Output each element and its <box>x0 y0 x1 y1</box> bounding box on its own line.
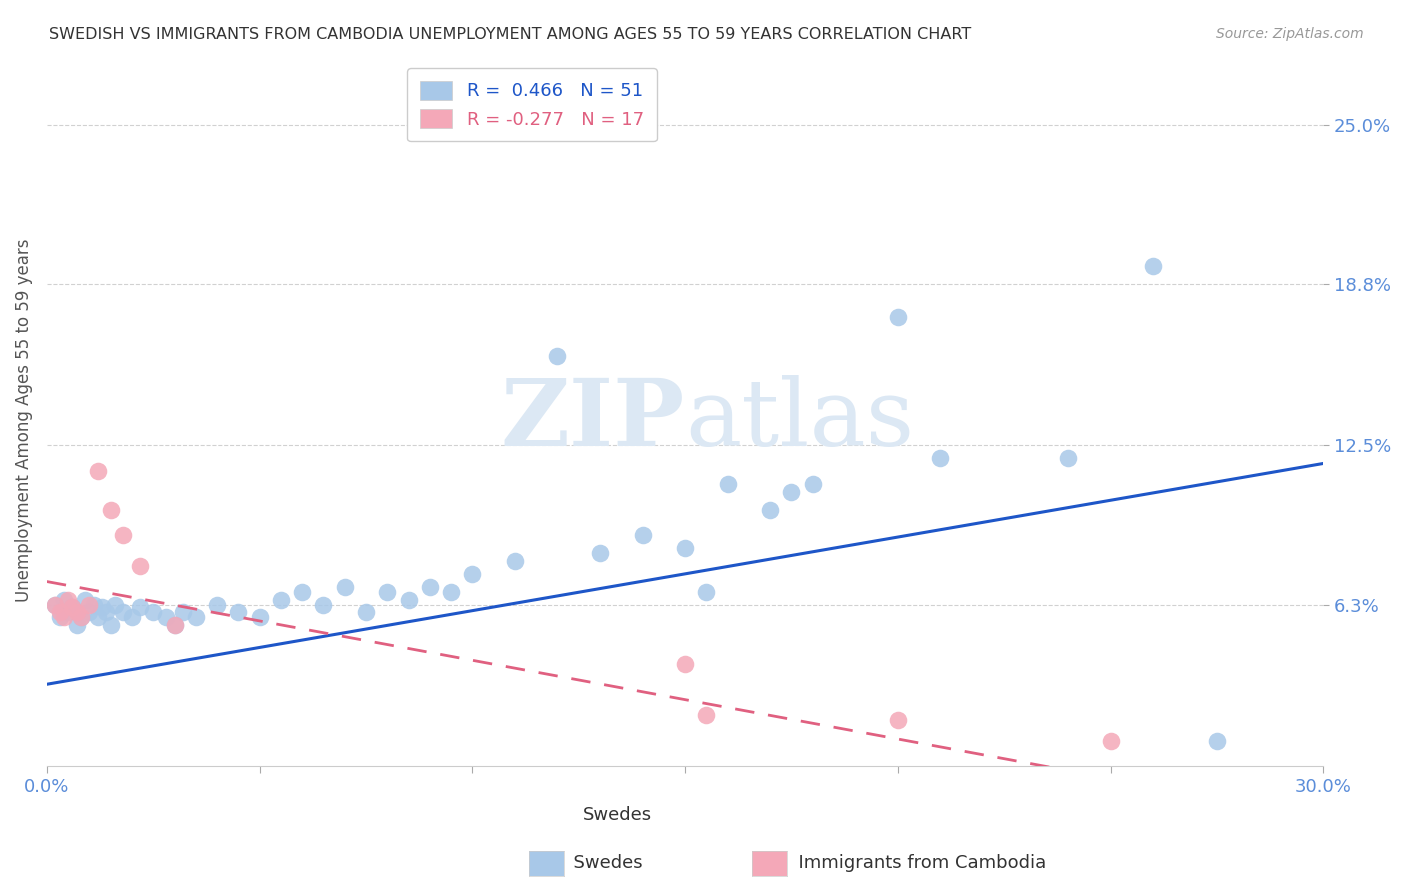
Point <box>1142 259 1164 273</box>
Point <box>70 610 93 624</box>
Point <box>1099 733 1122 747</box>
Point <box>172 606 194 620</box>
Point <box>75 592 97 607</box>
Point <box>461 566 484 581</box>
Point <box>121 610 143 624</box>
Point <box>440 584 463 599</box>
Text: atlas: atlas <box>685 375 914 465</box>
Point <box>48 606 70 620</box>
Point <box>333 580 356 594</box>
Text: ZIP: ZIP <box>501 375 685 465</box>
Point <box>163 618 186 632</box>
Point <box>62 600 84 615</box>
Point <box>56 592 79 607</box>
Point <box>44 598 66 612</box>
Point <box>56 606 79 620</box>
Point <box>1206 733 1229 747</box>
Point <box>142 606 165 620</box>
Point <box>155 610 177 624</box>
Point <box>887 310 910 325</box>
Point <box>228 606 250 620</box>
Point <box>419 580 441 594</box>
Point <box>96 606 118 620</box>
Point <box>354 606 377 620</box>
Point <box>70 610 93 624</box>
Point <box>87 610 110 624</box>
Point <box>759 502 782 516</box>
Point <box>695 708 717 723</box>
Point <box>631 528 654 542</box>
Point <box>312 598 335 612</box>
Text: SWEDISH VS IMMIGRANTS FROM CAMBODIA UNEMPLOYMENT AMONG AGES 55 TO 59 YEARS CORRE: SWEDISH VS IMMIGRANTS FROM CAMBODIA UNEM… <box>49 27 972 42</box>
Point <box>91 600 114 615</box>
Point <box>83 598 105 612</box>
Text: Swedes: Swedes <box>583 806 652 824</box>
Point <box>52 610 75 624</box>
Point <box>100 618 122 632</box>
Point <box>100 502 122 516</box>
Point <box>503 554 526 568</box>
Point <box>375 584 398 599</box>
Point <box>66 618 89 632</box>
Point <box>673 657 696 671</box>
Point <box>163 618 186 632</box>
Point <box>695 584 717 599</box>
Point <box>104 598 127 612</box>
Point <box>79 606 101 620</box>
Point <box>52 592 75 607</box>
Legend: R =  0.466   N = 51, R = -0.277   N = 17: R = 0.466 N = 51, R = -0.277 N = 17 <box>408 69 657 142</box>
Point <box>589 546 612 560</box>
Point <box>79 598 101 612</box>
Point <box>673 541 696 556</box>
Point <box>270 592 292 607</box>
Point <box>717 477 740 491</box>
Point <box>44 598 66 612</box>
Text: Immigrants from Cambodia: Immigrants from Cambodia <box>787 855 1046 872</box>
Point <box>801 477 824 491</box>
Point <box>929 451 952 466</box>
Point <box>780 484 803 499</box>
Text: Swedes: Swedes <box>562 855 643 872</box>
Point <box>129 600 152 615</box>
Point <box>1057 451 1080 466</box>
Point <box>184 610 207 624</box>
Point <box>887 713 910 727</box>
Point <box>291 584 314 599</box>
Point <box>398 592 420 607</box>
Y-axis label: Unemployment Among Ages 55 to 59 years: Unemployment Among Ages 55 to 59 years <box>15 238 32 601</box>
Text: Source: ZipAtlas.com: Source: ZipAtlas.com <box>1216 27 1364 41</box>
Point <box>129 559 152 574</box>
Point <box>66 606 89 620</box>
Point <box>62 600 84 615</box>
Point <box>546 349 568 363</box>
Point <box>48 610 70 624</box>
Point <box>112 606 135 620</box>
Point <box>249 610 271 624</box>
Point <box>205 598 228 612</box>
Point <box>87 464 110 478</box>
Point <box>112 528 135 542</box>
